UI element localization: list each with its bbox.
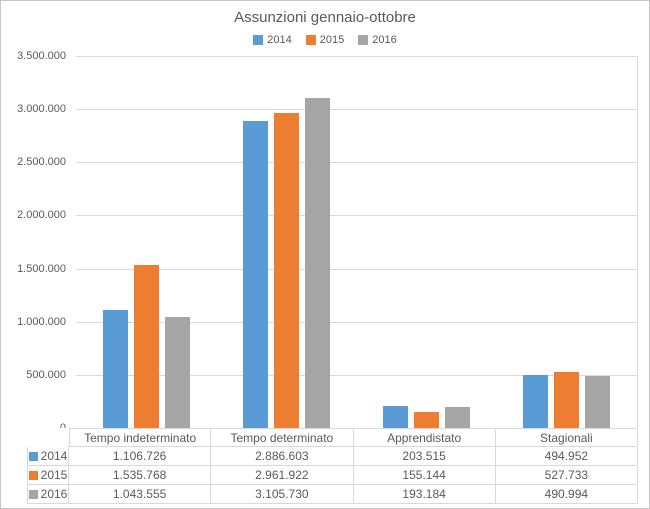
legend-item-2016: 2016 [358,34,397,46]
table-value-cell: 1.043.555 [69,485,212,504]
legend-label: 2015 [319,34,345,46]
table-value-cell: 2.961.922 [211,466,354,485]
y-axis-label: 3.000.000 [17,103,66,116]
table-row-label-2015: 2015 [27,466,69,485]
bar-2016-tempo-determinato [304,97,330,428]
bar-2016-tempo-indeterminato [164,317,190,428]
chart-title: Assunzioni gennaio-ottobre [234,9,416,26]
y-axis-label: 1.000.000 [17,315,66,328]
y-axis-label: 1.500.000 [17,262,66,275]
table-key-swatch-2016 [28,489,38,499]
table-header-cell: Tempo indeterminato [69,428,212,447]
legend-item-2015: 2015 [305,34,345,46]
table-value-cell: 490.994 [495,485,638,504]
gridline [76,162,637,164]
table-header-cell: Stagionali [495,428,638,447]
table-value-cell: 3.105.730 [211,485,354,504]
legend: 2014 2015 2016 [1,34,649,46]
data-table: Tempo indeterminato Tempo determinato Appr… [27,428,638,504]
gridline [76,56,637,57]
y-axis: 0500.0001.000.0001.500.0002.000.0002.500… [1,50,66,434]
table-header-cell: Apprendistato [353,428,496,447]
bar-2015-apprendistato [414,411,440,428]
table-value-cell: 2.886.603 [211,447,354,466]
category-group-1 [76,56,216,428]
table-row-year: 2014 [40,449,68,463]
plot-area [76,56,638,428]
table-value-cell: 1.106.726 [69,447,212,466]
category-group-4 [497,56,637,428]
bar-2015-stagionali [554,371,580,428]
table-value-cell: 494.952 [495,447,638,466]
legend-label: 2016 [372,34,397,46]
gridline [76,215,637,217]
bar-2014-stagionali [523,375,549,428]
table-key-swatch-2014 [28,451,38,461]
table-value-cell: 155.144 [353,466,496,485]
y-axis-label: 2.000.000 [17,209,66,222]
table-value-cell: 203.515 [353,447,496,466]
bar-2016-stagionali [585,375,611,428]
table-corner-cell [27,428,69,447]
y-axis-label: 3.500.000 [17,50,66,62]
table-row-label-2014: 2014 [27,447,69,466]
table-value-cell: 527.733 [495,466,638,485]
legend-item-2014: 2014 [253,34,292,46]
table-value-cell: 1.535.768 [69,466,212,485]
table-row-label-2016: 2016 [27,485,69,504]
bar-2014-tempo-determinato [242,121,268,428]
bar-2014-tempo-indeterminato [102,310,128,428]
gridline [76,109,637,111]
bar-2015-tempo-indeterminato [133,264,159,428]
table-value-cell: 193.184 [353,485,496,504]
bar-2016-apprendistato [445,407,471,428]
table-key-swatch-2015 [28,470,38,480]
category-group-3 [357,56,497,428]
gridline [76,268,637,270]
bar-2014-apprendistato [383,406,409,428]
gridline [76,374,637,376]
table-row-year: 2015 [40,468,68,482]
legend-swatch-2014 [253,35,264,45]
y-axis-label: 500.000 [26,368,66,381]
gridline [76,321,637,323]
legend-swatch-2016 [358,35,369,45]
table-row-year: 2016 [40,487,68,501]
legend-label: 2014 [267,34,292,46]
table-header-cell: Tempo determinato [211,428,354,447]
bar-2015-tempo-determinato [273,113,299,428]
category-group-2 [216,56,356,428]
y-axis-label: 2.500.000 [17,156,66,169]
legend-swatch-2015 [305,35,316,45]
